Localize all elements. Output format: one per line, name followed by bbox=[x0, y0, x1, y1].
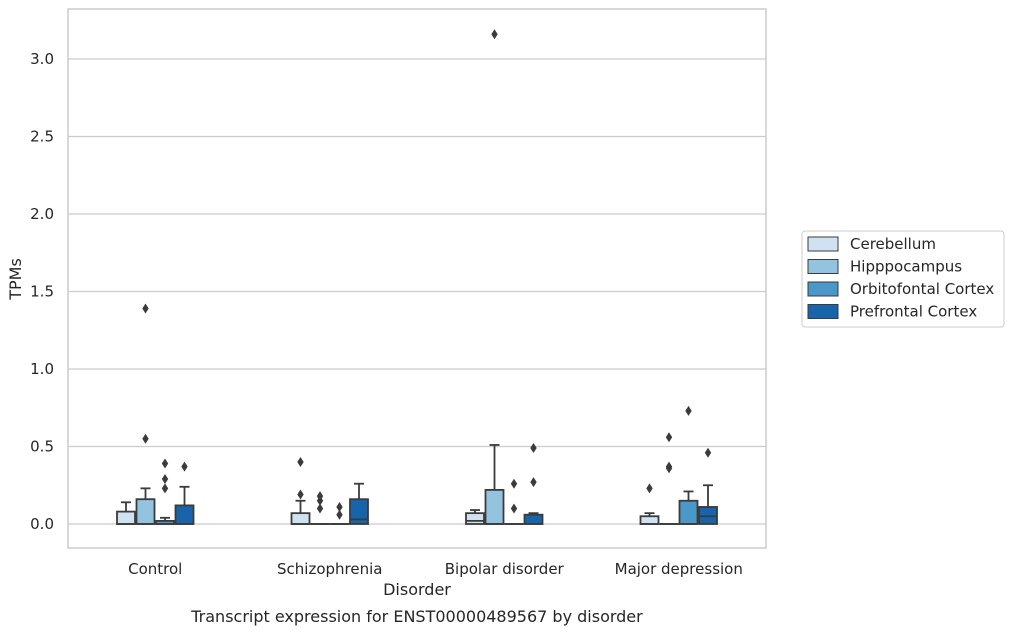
box bbox=[639, 515, 660, 525]
box-group bbox=[523, 443, 544, 525]
box bbox=[523, 513, 544, 525]
outlier-point bbox=[646, 483, 653, 494]
outlier-point bbox=[665, 461, 673, 472]
box-group bbox=[504, 478, 524, 525]
x-tick-label: Control bbox=[128, 560, 182, 578]
legend-label: Cerebellum bbox=[850, 235, 936, 253]
outlier-point bbox=[491, 29, 498, 40]
x-tick-label: Major depression bbox=[615, 560, 743, 578]
x-axis-label: Disorder bbox=[383, 580, 451, 599]
outlier-point bbox=[142, 433, 149, 444]
outlier-point bbox=[316, 503, 324, 514]
gridlines bbox=[68, 58, 766, 525]
legend-swatch bbox=[807, 259, 839, 274]
y-tick-label: 3.0 bbox=[30, 50, 54, 68]
box-group bbox=[678, 405, 699, 525]
chart-title: Transcript expression for ENST0000048956… bbox=[190, 607, 643, 626]
outlier-point bbox=[161, 483, 169, 494]
outlier-point bbox=[685, 405, 692, 416]
outlier-point bbox=[665, 432, 673, 443]
box-group bbox=[174, 461, 195, 525]
y-tick-label: 2.5 bbox=[30, 128, 54, 146]
box bbox=[290, 512, 311, 525]
outlier-point bbox=[704, 447, 712, 458]
box-group bbox=[116, 501, 136, 525]
box-group bbox=[659, 432, 679, 525]
y-tick-label: 1.0 bbox=[30, 360, 54, 378]
y-tick-label: 1.5 bbox=[30, 283, 54, 301]
outlier-point bbox=[336, 509, 343, 520]
box-group bbox=[639, 483, 660, 525]
outlier-point bbox=[510, 478, 518, 489]
outlier-point bbox=[510, 503, 518, 514]
outlier-point bbox=[530, 477, 537, 488]
legend-label: Prefrontal Cortex bbox=[850, 303, 977, 321]
y-axis-ticks: 0.0 0.5 1.0 1.5 2.0 2.5 3.0 bbox=[30, 50, 54, 533]
box-group bbox=[698, 447, 718, 525]
legend-swatch bbox=[807, 236, 839, 252]
box-group bbox=[484, 29, 505, 525]
y-tick-label: 2.0 bbox=[30, 205, 54, 223]
legend-frame bbox=[801, 230, 1005, 328]
box-group bbox=[155, 458, 175, 525]
outlier-point bbox=[316, 491, 324, 502]
legend-label: Hipppocampus bbox=[850, 258, 962, 276]
outlier-point bbox=[181, 461, 188, 472]
box-group bbox=[329, 501, 350, 525]
box bbox=[484, 488, 505, 525]
outlier-point bbox=[530, 443, 537, 454]
box-group bbox=[465, 509, 485, 525]
legend: Cerebellum Hipppocampus Orbitofontal Corte… bbox=[801, 230, 1005, 328]
box bbox=[678, 499, 699, 525]
box bbox=[349, 498, 369, 525]
legend-swatch bbox=[807, 304, 839, 319]
outlier-point bbox=[161, 458, 169, 469]
box bbox=[465, 512, 485, 525]
y-tick-label: 0.0 bbox=[30, 515, 54, 533]
box-group bbox=[135, 303, 156, 525]
outlier-point bbox=[161, 474, 169, 485]
x-tick-label: Bipolar disorder bbox=[445, 560, 565, 578]
x-axis-ticks: Control Schizophrenia Bipolar disorder Majo… bbox=[128, 560, 743, 578]
legend-swatch bbox=[807, 281, 839, 297]
plot-area bbox=[67, 8, 767, 549]
box-group bbox=[290, 457, 311, 525]
box bbox=[116, 510, 136, 525]
outlier-point bbox=[142, 303, 149, 314]
box-group bbox=[310, 491, 330, 525]
y-axis-label: TPMs bbox=[6, 258, 25, 301]
outlier-point bbox=[297, 457, 304, 467]
box-group bbox=[349, 482, 369, 525]
outlier-point bbox=[297, 489, 304, 500]
box bbox=[135, 498, 156, 525]
boxes bbox=[116, 29, 718, 525]
x-tick-label: Schizophrenia bbox=[277, 560, 382, 578]
box bbox=[174, 504, 195, 525]
y-tick-label: 0.5 bbox=[30, 438, 54, 456]
outlier-point bbox=[336, 501, 343, 512]
legend-label: Orbitofontal Cortex bbox=[850, 280, 994, 298]
